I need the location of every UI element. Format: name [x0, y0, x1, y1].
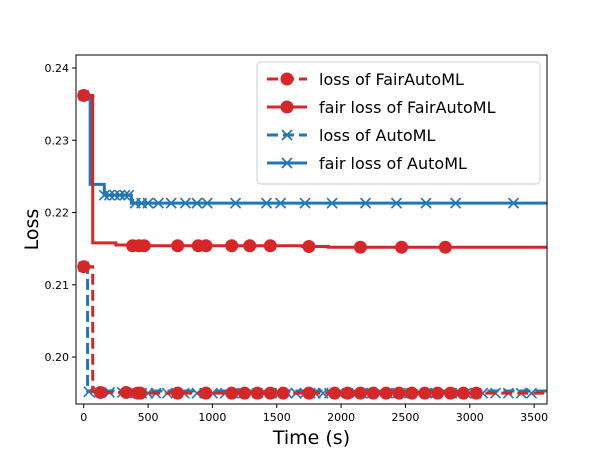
legend-swatch-marker: [280, 100, 294, 114]
plot-frame: [75, 54, 548, 405]
series-fair-loss-of-fairautoml: [77, 88, 547, 254]
data-point: [109, 189, 121, 201]
x-tick-label: 1500: [263, 411, 291, 424]
legend-swatch-marker: [281, 129, 293, 141]
data-point: [353, 386, 367, 400]
data-point: [263, 239, 277, 253]
x-tick-label: 1000: [198, 411, 226, 424]
x-axis-label: Time (s): [272, 427, 350, 449]
data-point: [390, 197, 402, 209]
legend-item: loss of AutoML: [267, 126, 435, 145]
data-point: [165, 197, 177, 209]
series-line: [83, 93, 547, 205]
data-point: [142, 197, 154, 209]
x-axis: 0 500 1000 1500 2000 2500 3000 3500: [80, 404, 548, 424]
y-axis: 0.20 0.21 0.22 0.23 0.24: [45, 62, 76, 364]
data-point: [114, 189, 126, 201]
data-point: [98, 189, 110, 201]
legend-swatch-marker: [281, 157, 293, 169]
x-tick-label: 500: [138, 411, 159, 424]
series-loss-of-fairautoml: [77, 260, 547, 400]
legend-label: loss of FairAutoML: [319, 70, 464, 89]
data-point: [438, 240, 452, 254]
legend-label: fair loss of AutoML: [319, 154, 467, 173]
data-point: [395, 240, 409, 254]
data-point: [469, 386, 483, 400]
legend-item: fair loss of AutoML: [267, 154, 467, 173]
data-point: [133, 386, 147, 400]
data-point: [302, 386, 316, 400]
data-point: [225, 239, 239, 253]
legend-item: loss of FairAutoML: [267, 70, 464, 89]
data-point: [359, 197, 372, 209]
data-point: [171, 239, 185, 253]
data-point: [302, 239, 316, 253]
data-point: [341, 386, 355, 400]
data-point: [250, 386, 264, 400]
y-tick-label: 0.24: [45, 62, 70, 75]
plot-area: [77, 88, 547, 400]
y-axis-label: Loss: [21, 209, 43, 251]
data-point: [103, 189, 116, 201]
data-point: [119, 189, 131, 201]
data-point: [260, 197, 273, 209]
y-tick-label: 0.21: [45, 279, 70, 292]
data-point: [379, 386, 393, 400]
x-tick-label: 3500: [520, 411, 548, 424]
data-point: [191, 197, 203, 209]
data-point: [263, 386, 277, 400]
data-point: [450, 197, 462, 209]
data-point: [230, 197, 242, 209]
legend-swatch-marker: [280, 72, 294, 86]
data-point: [405, 386, 419, 400]
data-point: [238, 386, 252, 400]
x-tick-label: 3000: [456, 411, 484, 424]
legend: loss of FairAutoML fair loss of FairAutoM…: [256, 61, 541, 185]
data-point: [77, 88, 91, 102]
data-point: [119, 385, 133, 399]
y-tick-label: 0.20: [45, 351, 70, 364]
data-point: [201, 197, 213, 209]
data-point: [276, 386, 290, 400]
data-point: [418, 386, 432, 400]
legend-label: loss of AutoML: [319, 126, 435, 145]
data-point: [77, 260, 91, 274]
data-point: [93, 385, 107, 399]
data-point: [171, 386, 185, 400]
legend-box: [256, 61, 541, 185]
legend-label: fair loss of FairAutoML: [319, 98, 496, 117]
data-point: [326, 197, 338, 209]
data-point: [299, 197, 311, 209]
data-point: [199, 239, 213, 253]
data-point: [392, 386, 406, 400]
data-point: [328, 386, 342, 400]
data-point: [507, 197, 520, 209]
data-point: [199, 386, 213, 400]
data-point: [225, 386, 239, 400]
data-point: [431, 386, 445, 400]
data-point: [420, 197, 432, 209]
data-point: [137, 239, 151, 253]
x-tick-label: 2000: [327, 411, 355, 424]
data-point: [443, 386, 457, 400]
data-point: [366, 386, 380, 400]
x-tick-label: 0: [80, 411, 87, 424]
y-tick-label: 0.22: [45, 207, 70, 220]
data-point: [456, 386, 470, 400]
data-point: [179, 197, 191, 209]
data-point: [525, 387, 538, 399]
data-point: [243, 239, 257, 253]
y-tick-label: 0.23: [45, 134, 70, 147]
plot-content: [77, 88, 547, 400]
x-tick-label: 2500: [391, 411, 419, 424]
data-point: [152, 197, 164, 209]
data-point: [275, 197, 287, 209]
data-point: [353, 240, 367, 254]
legend-item: fair loss of FairAutoML: [267, 98, 496, 117]
data-point: [123, 189, 135, 201]
